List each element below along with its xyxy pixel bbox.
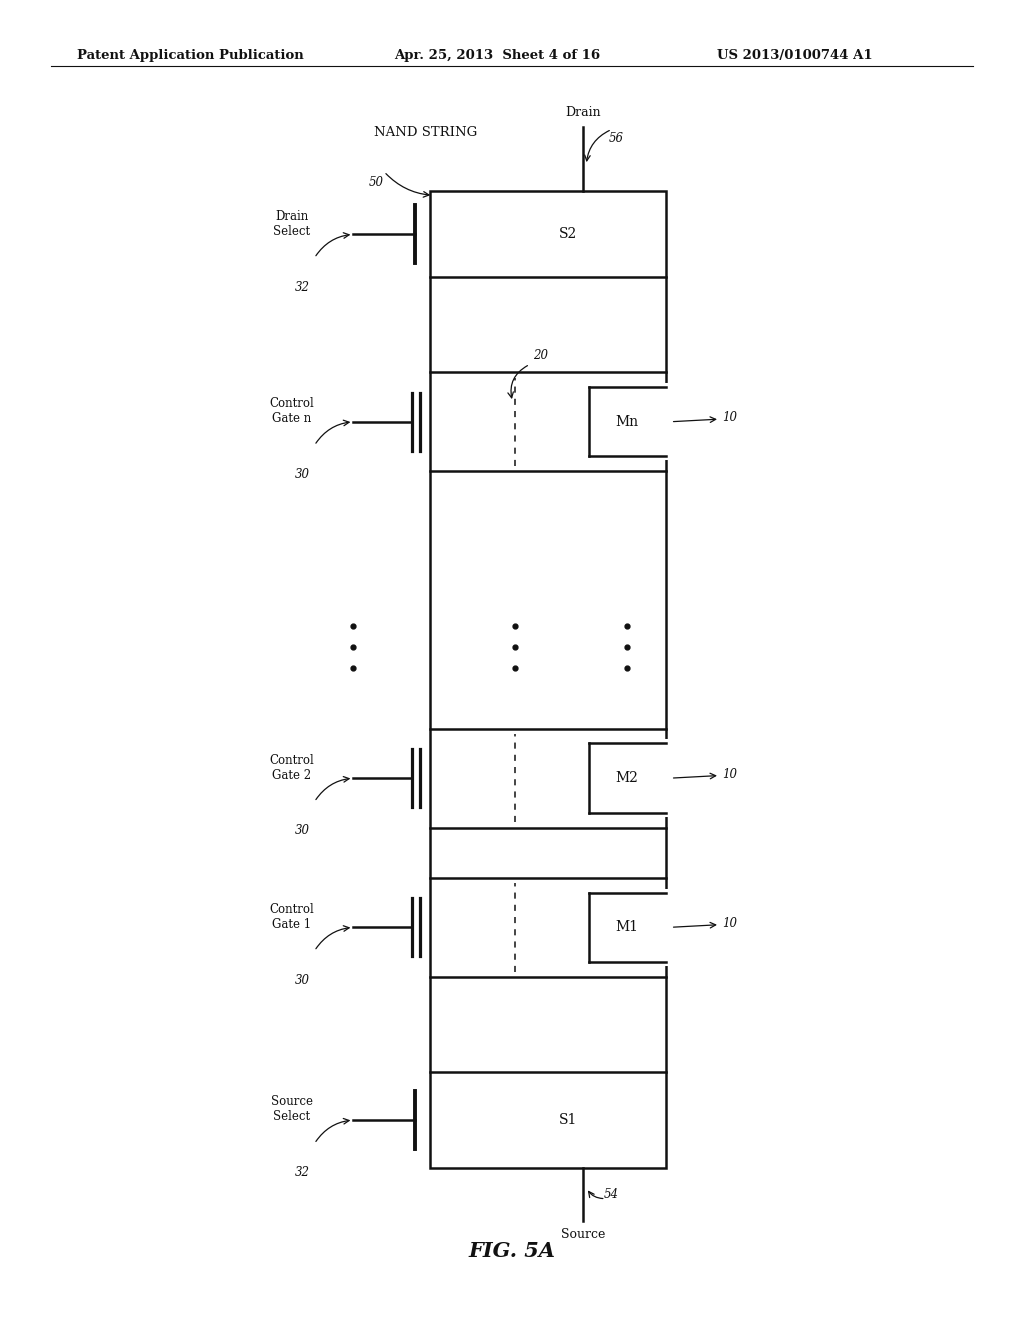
Text: Source: Source: [561, 1228, 605, 1241]
Text: Source
Select: Source Select: [270, 1096, 313, 1123]
Text: 50: 50: [369, 176, 384, 189]
Text: Patent Application Publication: Patent Application Publication: [77, 49, 303, 62]
Text: US 2013/0100744 A1: US 2013/0100744 A1: [717, 49, 872, 62]
Text: S1: S1: [559, 1113, 578, 1127]
Text: 30: 30: [295, 974, 309, 986]
Text: Drain
Select: Drain Select: [273, 210, 310, 238]
Text: 30: 30: [295, 469, 309, 480]
Text: Control
Gate n: Control Gate n: [269, 397, 314, 425]
Text: M2: M2: [615, 771, 639, 785]
Text: 10: 10: [722, 768, 737, 780]
Text: M1: M1: [615, 920, 639, 935]
Text: Apr. 25, 2013  Sheet 4 of 16: Apr. 25, 2013 Sheet 4 of 16: [394, 49, 600, 62]
Text: 10: 10: [722, 917, 737, 929]
Text: S2: S2: [559, 227, 578, 242]
Text: Drain: Drain: [565, 106, 601, 119]
Text: 10: 10: [722, 412, 737, 424]
Bar: [430, 191, 666, 1168]
Text: NAND STRING: NAND STRING: [374, 125, 477, 139]
Text: 54: 54: [604, 1188, 618, 1201]
Text: FIG. 5A: FIG. 5A: [469, 1241, 555, 1262]
Text: Control
Gate 2: Control Gate 2: [269, 754, 314, 781]
Text: 56: 56: [608, 132, 624, 145]
Text: 20: 20: [534, 348, 548, 362]
Text: Mn: Mn: [615, 414, 639, 429]
Text: 32: 32: [295, 1167, 309, 1179]
Text: 30: 30: [295, 825, 309, 837]
Text: 32: 32: [295, 281, 309, 293]
Text: Control
Gate 1: Control Gate 1: [269, 903, 314, 931]
